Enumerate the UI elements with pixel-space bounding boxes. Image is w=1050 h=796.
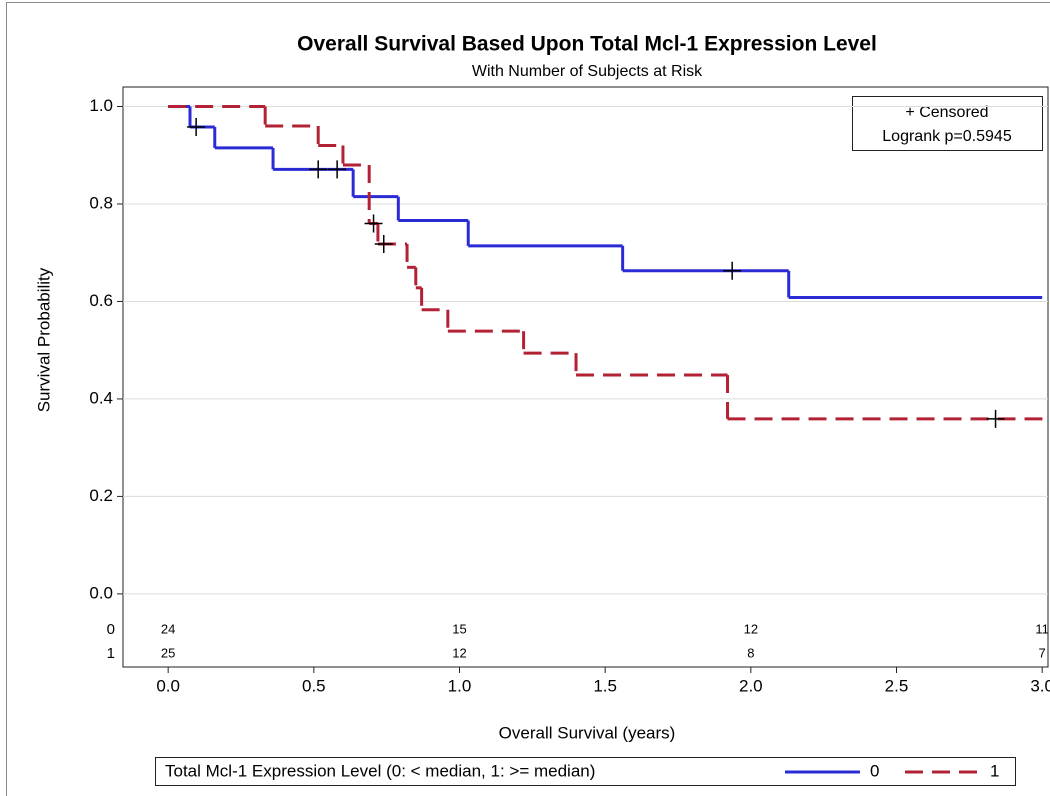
plot-frame <box>122 86 1049 668</box>
censor-mark <box>328 160 347 179</box>
censor-mark <box>364 214 383 233</box>
at-risk-label: 1 <box>107 645 115 662</box>
at-risk-label: 0 <box>107 621 115 638</box>
chart-subtitle: With Number of Subjects at Risk <box>472 63 703 80</box>
inset-text: Logrank p=0.5945 <box>882 128 1012 145</box>
y-axis-label: Survival Probability <box>34 267 53 412</box>
chart-title: Overall Survival Based Upon Total Mcl-1 … <box>297 33 877 56</box>
at-risk-count: 24 <box>161 621 175 636</box>
x-tick-label: 1.0 <box>448 676 472 695</box>
censor-mark <box>309 160 328 179</box>
y-tick-label: 0.2 <box>89 486 113 505</box>
x-tick-label: 0.0 <box>156 676 180 695</box>
x-tick-label: 2.5 <box>885 676 909 695</box>
at-risk-count: 25 <box>161 645 175 660</box>
censor-mark <box>986 409 1005 428</box>
legend-label: 1 <box>990 761 999 780</box>
y-tick-label: 0.6 <box>89 291 113 310</box>
at-risk-count: 12 <box>744 621 758 636</box>
legend-label: 0 <box>870 761 879 780</box>
at-risk-count: 12 <box>452 645 466 660</box>
legend-title: Total Mcl-1 Expression Level (0: < media… <box>165 761 595 780</box>
inset-box <box>852 96 1043 151</box>
inset-text: + Censored <box>905 104 988 121</box>
x-axis-label: Overall Survival (years) <box>499 723 676 742</box>
censor-mark <box>187 117 206 136</box>
x-tick-label: 2.0 <box>739 676 763 695</box>
censor-mark <box>374 234 393 253</box>
x-tick-label: 1.5 <box>593 676 617 695</box>
at-risk-count: 15 <box>452 621 466 636</box>
at-risk-count: 8 <box>747 645 754 660</box>
at-risk-count: 7 <box>1039 645 1046 660</box>
y-tick-label: 1.0 <box>89 96 113 115</box>
censor-mark <box>723 261 742 280</box>
x-tick-label: 3.0 <box>1030 676 1050 695</box>
y-tick-label: 0.0 <box>89 583 113 602</box>
x-tick-label: 0.5 <box>302 676 326 695</box>
y-tick-label: 0.8 <box>89 193 113 212</box>
legend-box <box>155 757 1016 786</box>
at-risk-count: 11 <box>1035 621 1049 636</box>
y-tick-label: 0.4 <box>89 388 113 407</box>
